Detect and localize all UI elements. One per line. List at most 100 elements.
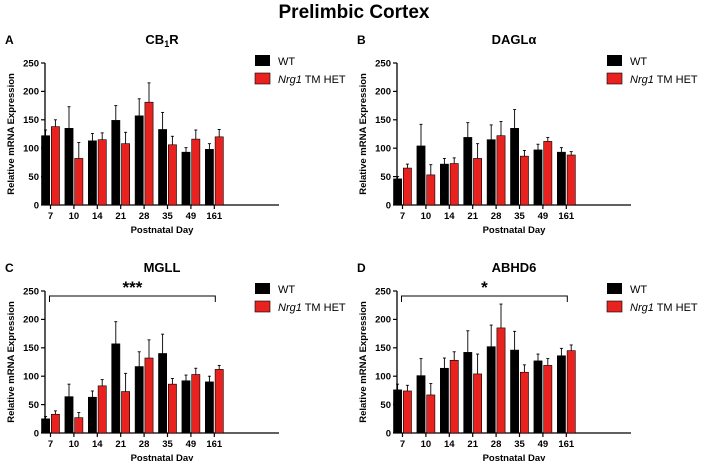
bar-het-21 <box>121 391 130 434</box>
significance-bracket <box>401 295 568 302</box>
bar-wt-14 <box>440 163 449 206</box>
y-tick-label: 0 <box>34 428 39 439</box>
y-tick-label: 250 <box>23 286 39 297</box>
bar-het-10 <box>426 394 436 434</box>
bar-het-21 <box>121 143 130 206</box>
legend-label-wt: WT <box>278 56 295 68</box>
x-axis-title: Postnatal Day <box>483 225 547 236</box>
legend-label-het: Nrg1 TM HET <box>630 74 698 86</box>
x-tick-label: 7 <box>400 439 405 450</box>
y-axis-title: Relative mRNA Expression <box>6 301 17 423</box>
x-tick-label: 7 <box>400 211 405 222</box>
bar-wt-7 <box>41 418 50 434</box>
bar-wt-14 <box>440 367 449 434</box>
x-tick-label: 10 <box>69 211 80 222</box>
bar-het-49 <box>191 138 201 206</box>
bar-het-49 <box>543 365 553 434</box>
x-axis-title: Postnatal Day <box>131 225 195 236</box>
panel-title: CB1R <box>145 32 179 49</box>
bar-het-10 <box>74 158 84 206</box>
panel-letter: C <box>5 261 14 275</box>
bar-het-35 <box>520 371 529 434</box>
bar-wt-49 <box>181 151 191 206</box>
significance-marker: * <box>481 278 488 297</box>
bar-wt-10 <box>416 145 426 206</box>
y-tick-label: 250 <box>23 58 39 69</box>
bar-het-35 <box>168 383 177 434</box>
panel-letter: D <box>357 261 366 275</box>
bar-wt-7 <box>393 178 402 206</box>
legend-label-wt: WT <box>630 284 647 296</box>
x-tick-label: 28 <box>139 439 150 450</box>
legend-swatch-het <box>606 300 623 313</box>
y-tick-label: 100 <box>23 372 39 383</box>
y-tick-label: 50 <box>380 172 391 183</box>
bar-wt-161 <box>205 149 214 206</box>
bar-het-161 <box>566 154 576 206</box>
y-tick-label: 200 <box>23 315 39 326</box>
bar-het-49 <box>543 141 553 206</box>
y-axis-title: Relative mRNA Expression <box>358 301 369 423</box>
y-tick-label: 50 <box>28 400 39 411</box>
x-tick-label: 10 <box>421 211 432 222</box>
bar-wt-49 <box>533 360 543 434</box>
bar-wt-28 <box>486 346 496 434</box>
bar-wt-21 <box>111 343 121 434</box>
legend-label-het: Nrg1 TM HET <box>278 74 346 86</box>
y-tick-label: 200 <box>375 315 391 326</box>
x-tick-label: 14 <box>444 439 455 450</box>
x-tick-label: 10 <box>421 439 432 450</box>
legend-label-het: Nrg1 TM HET <box>278 302 346 314</box>
bar-wt-49 <box>181 380 191 434</box>
bar-het-161 <box>214 136 224 206</box>
x-tick-label: 35 <box>514 211 525 222</box>
bar-wt-35 <box>510 128 519 206</box>
bar-wt-35 <box>510 349 519 434</box>
bar-wt-28 <box>486 139 496 206</box>
x-tick-label: 28 <box>491 211 502 222</box>
y-tick-label: 150 <box>23 115 39 126</box>
x-tick-label: 21 <box>115 211 126 222</box>
bar-het-28 <box>496 135 506 206</box>
legend-swatch-het <box>254 72 271 85</box>
x-tick-label: 161 <box>558 439 575 450</box>
bar-wt-28 <box>134 366 144 434</box>
bar-het-10 <box>426 174 436 206</box>
x-tick-label: 35 <box>514 439 525 450</box>
y-tick-label: 100 <box>23 144 39 155</box>
bar-het-7 <box>50 126 60 206</box>
chart-panel-b: B DAGLα 0 50 100 150 200 250 Relative mRNA Expre… <box>357 32 698 236</box>
x-tick-label: 49 <box>538 211 549 222</box>
panel-letter: A <box>5 33 14 47</box>
y-tick-label: 100 <box>375 372 391 383</box>
bar-wt-21 <box>463 137 473 206</box>
bar-het-28 <box>496 327 506 434</box>
chart-panel-a: A CB1R 0 50 100 150 200 250 Relative mRNA Expres… <box>5 32 346 236</box>
y-tick-label: 50 <box>380 400 391 411</box>
legend-label-het: Nrg1 TM HET <box>630 302 698 314</box>
x-tick-label: 49 <box>186 211 197 222</box>
x-axis-title: Postnatal Day <box>131 453 195 461</box>
bar-het-35 <box>520 155 529 206</box>
x-tick-label: 161 <box>206 439 223 450</box>
bar-wt-161 <box>557 151 566 206</box>
panel-title: ABHD6 <box>492 260 537 275</box>
x-tick-label: 161 <box>206 211 223 222</box>
x-tick-label: 21 <box>115 439 126 450</box>
x-tick-label: 10 <box>69 439 80 450</box>
significance-marker: *** <box>122 278 142 297</box>
bar-wt-14 <box>88 140 97 206</box>
x-tick-label: 161 <box>558 211 575 222</box>
panel-title: DAGLα <box>492 32 537 47</box>
y-tick-label: 0 <box>386 428 391 439</box>
bar-wt-10 <box>64 128 74 206</box>
x-tick-label: 21 <box>467 211 478 222</box>
y-tick-label: 150 <box>23 343 39 354</box>
x-tick-label: 21 <box>467 439 478 450</box>
x-tick-label: 14 <box>92 439 103 450</box>
bar-het-161 <box>214 369 224 434</box>
bar-het-14 <box>449 163 459 206</box>
bar-wt-10 <box>64 396 74 434</box>
